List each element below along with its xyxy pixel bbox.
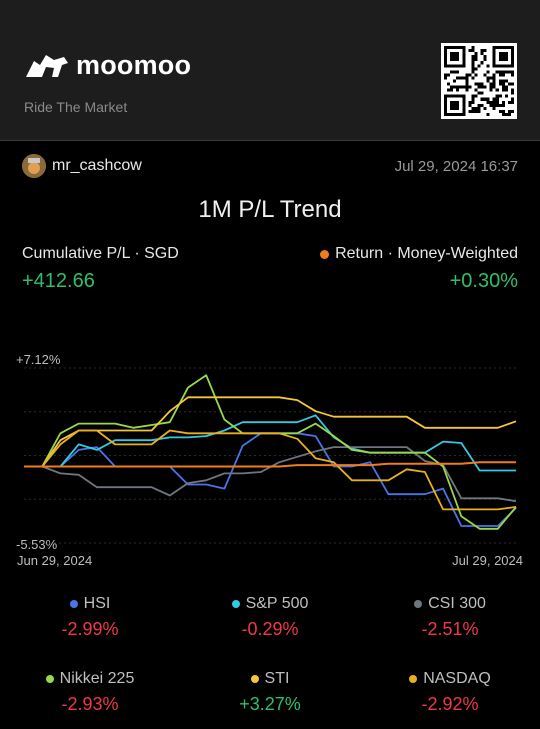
legend-item[interactable]: STI +3.27% bbox=[180, 670, 360, 715]
cumulative-pl-label: Cumulative P/L · SGD bbox=[22, 245, 179, 262]
page-title: 1M P/L Trend bbox=[198, 196, 342, 223]
qr-code-icon[interactable] bbox=[441, 43, 517, 119]
post-timestamp: Jul 29, 2024 16:37 bbox=[394, 157, 518, 175]
return-dot-icon bbox=[320, 249, 330, 259]
legend-item[interactable]: S&P 500 -0.29% bbox=[180, 595, 360, 640]
legend-item[interactable]: CSI 300 -2.51% bbox=[360, 595, 540, 640]
return-value: +0.30% bbox=[449, 270, 518, 292]
legend-value: -0.29% bbox=[241, 619, 299, 639]
series-line-hsi bbox=[24, 432, 517, 527]
legend-name-text: CSI 300 bbox=[428, 595, 486, 612]
series-line-sti bbox=[24, 396, 517, 468]
legend-dot-icon bbox=[414, 600, 423, 608]
y-max-label: +7.12% bbox=[16, 352, 61, 367]
legend-value: -2.51% bbox=[421, 619, 479, 639]
share-header: moomoo Ride The Market bbox=[0, 0, 540, 141]
legend-name: NASDAQ bbox=[360, 670, 540, 688]
x-start-label: Jun 29, 2024 bbox=[17, 553, 92, 568]
return-label: Return · Money-Weighted bbox=[320, 245, 518, 263]
series-line-s-p-500 bbox=[24, 414, 516, 472]
username[interactable]: mr_cashcow bbox=[52, 157, 142, 174]
legend-item[interactable]: HSI -2.99% bbox=[0, 595, 180, 640]
legend-value: -2.93% bbox=[61, 694, 119, 714]
legend-name-text: Nikkei 225 bbox=[59, 670, 135, 687]
user-row: mr_cashcow Jul 29, 2024 16:37 bbox=[22, 152, 518, 180]
legend-name: STI bbox=[180, 670, 360, 688]
legend-name: Nikkei 225 bbox=[0, 670, 180, 688]
x-end-label: Jul 29, 2024 bbox=[452, 553, 523, 568]
brand-name: moomoo bbox=[76, 50, 192, 80]
legend-dot-icon bbox=[250, 675, 259, 683]
tagline: Ride The Market bbox=[24, 99, 128, 115]
legend-value: -2.92% bbox=[421, 694, 479, 714]
pl-trend-chart: +7.12% -5.53% Jun 29, 2024 Jul 29, 2024 bbox=[16, 352, 523, 568]
moomoo-bull-icon bbox=[26, 54, 68, 77]
moomoo-logo: moomoo bbox=[24, 50, 191, 81]
legend-name: CSI 300 bbox=[360, 595, 540, 613]
legend-dot-icon bbox=[409, 675, 418, 683]
series-line-nasdaq bbox=[24, 429, 517, 511]
avatar[interactable] bbox=[22, 154, 46, 178]
legend-item[interactable]: NASDAQ -2.92% bbox=[360, 670, 540, 715]
legend-dot-icon bbox=[45, 675, 54, 683]
series-line-return bbox=[24, 461, 516, 468]
legend-item[interactable]: Nikkei 225 -2.93% bbox=[0, 670, 180, 715]
legend-value: -2.99% bbox=[61, 619, 119, 639]
legend-name: HSI bbox=[0, 595, 180, 613]
legend-dot-icon bbox=[231, 600, 240, 608]
cumulative-pl-value: +412.66 bbox=[22, 270, 95, 292]
legend: HSI -2.99% S&P 500 -0.29% CSI 300 -2.51% Nikke… bbox=[0, 595, 540, 725]
legend-name-text: STI bbox=[264, 670, 290, 687]
legend-name-text: S&P 500 bbox=[245, 595, 309, 612]
legend-value: +3.27% bbox=[239, 694, 301, 714]
legend-name-text: HSI bbox=[83, 595, 111, 612]
return-label-text: Return · Money-Weighted bbox=[335, 245, 518, 262]
legend-name-text: NASDAQ bbox=[423, 670, 491, 687]
legend-dot-icon bbox=[69, 600, 78, 608]
legend-name: S&P 500 bbox=[180, 595, 360, 613]
y-min-label: -5.53% bbox=[16, 537, 58, 552]
